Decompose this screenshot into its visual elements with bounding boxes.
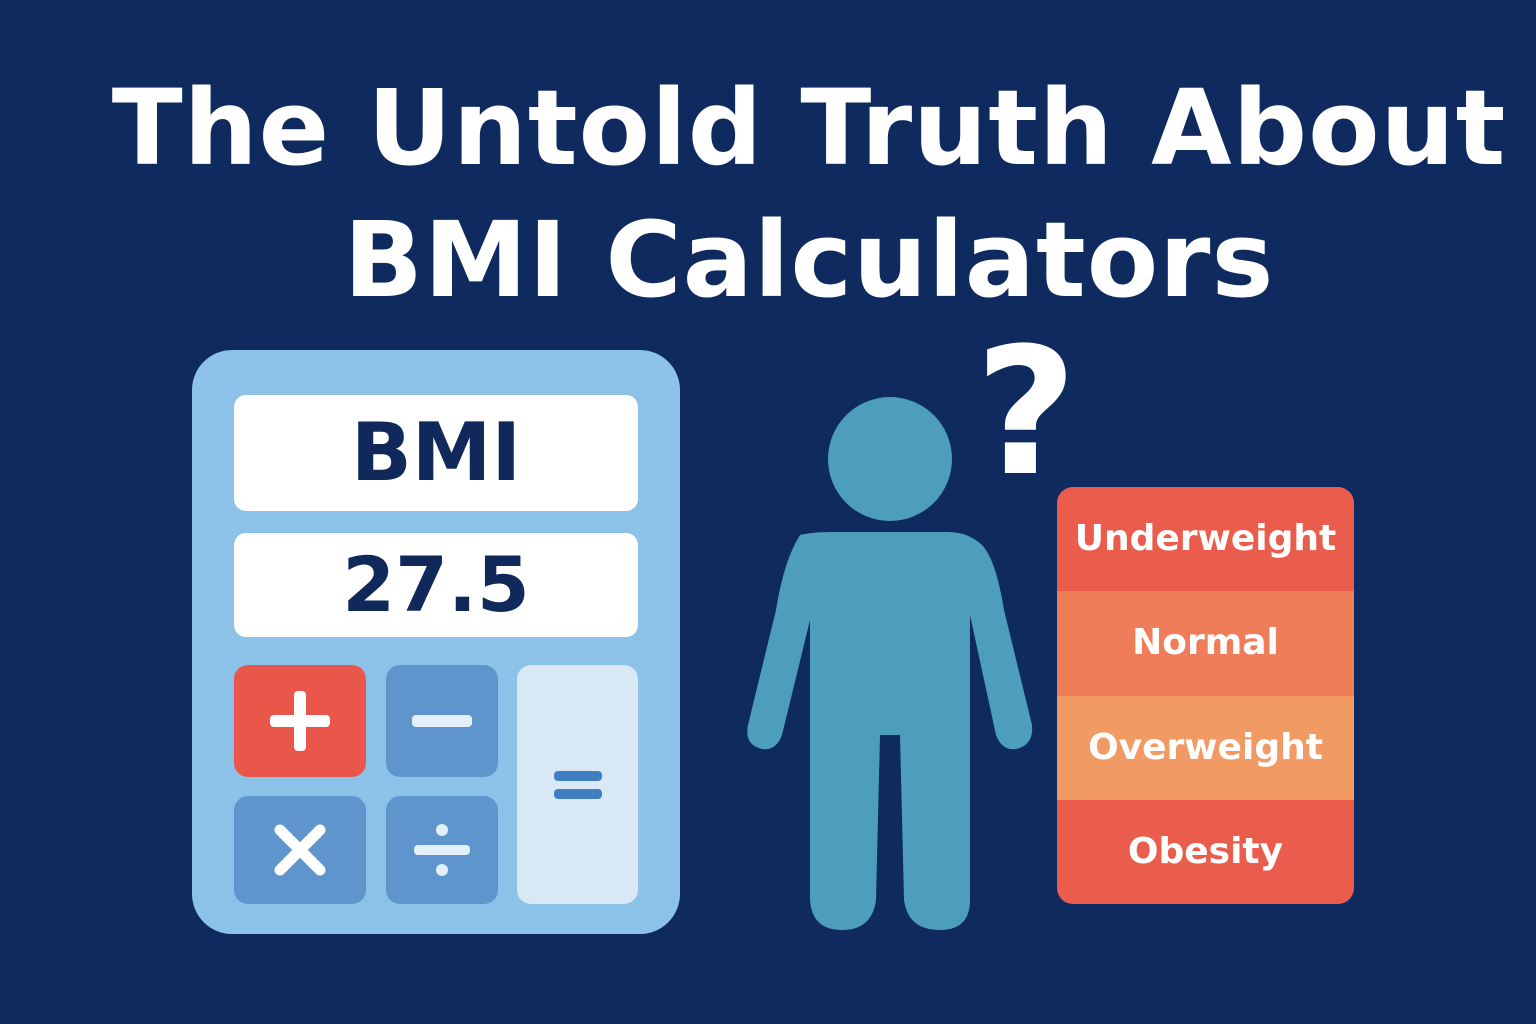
- person-icon: [747, 397, 1033, 930]
- bmi-category-scale: Underweight Normal Overweight Obesity: [1057, 487, 1354, 904]
- minus-key: [386, 665, 498, 777]
- divide-icon: [414, 824, 470, 876]
- plus-key: [234, 665, 366, 777]
- plus-icon: [270, 691, 330, 751]
- calculator-screen-value: 27.5: [234, 533, 638, 637]
- calculator-screen-label: BMI: [234, 395, 638, 511]
- times-key: [234, 796, 366, 904]
- question-mark: ?: [975, 310, 1078, 515]
- category-normal: Normal: [1057, 591, 1354, 696]
- equals-key: [517, 665, 638, 904]
- title-line-2: BMI Calculators: [343, 199, 1275, 321]
- minus-icon: [412, 715, 472, 727]
- equals-icon: [553, 770, 602, 799]
- category-obesity: Obesity: [1057, 799, 1354, 904]
- divide-key: [386, 796, 498, 904]
- page-title: The Untold Truth About BMI Calculators: [0, 62, 1536, 326]
- category-underweight: Underweight: [1057, 487, 1354, 592]
- times-icon: [274, 824, 326, 876]
- calculator-illustration: BMI 27.5: [192, 350, 680, 934]
- title-line-1: The Untold Truth About: [111, 67, 1507, 189]
- category-overweight: Overweight: [1057, 695, 1354, 800]
